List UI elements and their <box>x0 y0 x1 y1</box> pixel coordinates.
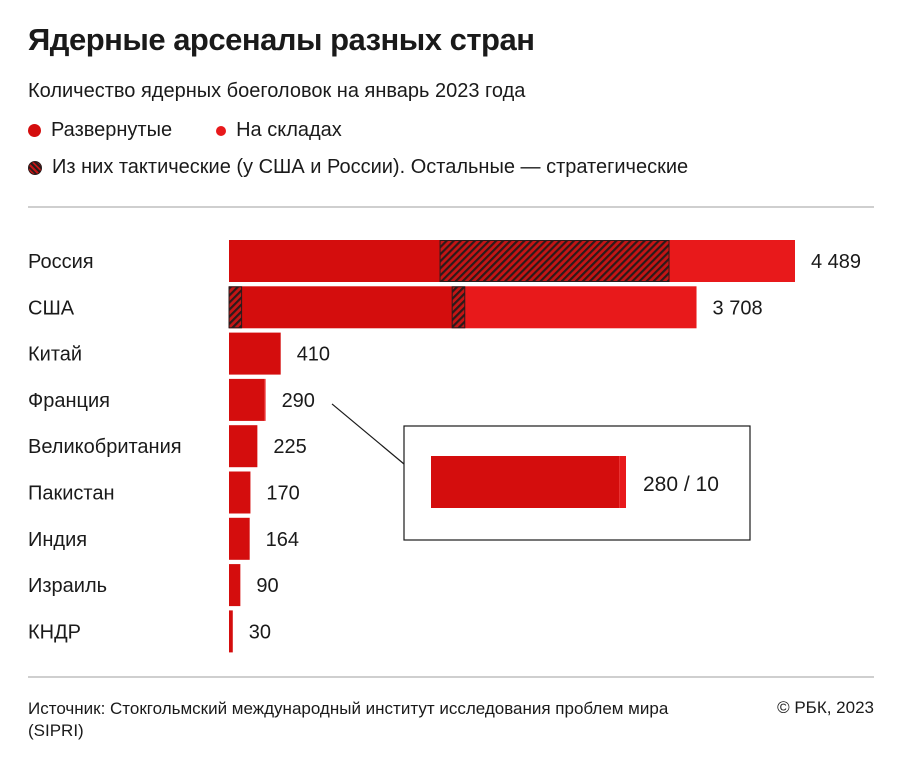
bar-stored-1 <box>452 286 697 329</box>
total-label-1: 3 708 <box>713 297 763 319</box>
legend-tactical: Из них тактические (у США и России). Ост… <box>28 156 688 179</box>
legend-deployed-label: Развернутые <box>51 119 173 141</box>
callout-box <box>403 425 751 541</box>
category-label-0: Россия <box>28 251 94 273</box>
total-label-5: 170 <box>266 483 299 505</box>
legend-tactical-label: Из них тактические (у США и России). Ост… <box>52 156 689 178</box>
category-label-6: Индия <box>28 529 87 551</box>
callout-connector <box>331 403 405 465</box>
bar-tactical-1-1 <box>228 286 243 329</box>
total-label-7: 90 <box>256 575 278 597</box>
total-label-2: 410 <box>297 344 330 366</box>
bar-deployed-2 <box>229 332 281 375</box>
category-label-3: Франция <box>28 390 110 412</box>
category-label-7: Израиль <box>28 575 107 597</box>
total-label-3: 290 <box>282 390 315 412</box>
chart-subtitle: Количество ядерных боеголовок на январь … <box>28 80 526 102</box>
bar-stored-3 <box>264 378 266 421</box>
bar-tactical-1-2 <box>451 286 466 329</box>
legend: Развернутые На складах <box>28 119 342 142</box>
bar-deployed-1 <box>229 286 453 329</box>
bar-deployed-4 <box>229 425 258 468</box>
total-label-8: 30 <box>249 621 271 643</box>
callout-bar-stored <box>619 456 626 508</box>
category-label-1: США <box>28 297 75 319</box>
bar-deployed-7 <box>229 564 241 607</box>
total-label-6: 164 <box>266 529 299 551</box>
total-label-0: 4 489 <box>811 251 861 273</box>
callout-label: 280 / 10 <box>643 473 719 496</box>
legend-stored-swatch <box>216 125 227 136</box>
copyright: © РБК, 2023 <box>777 698 874 717</box>
bottom-divider <box>28 676 874 678</box>
legend-stored-label: На складах <box>236 119 342 141</box>
category-label-8: КНДР <box>28 621 81 643</box>
bar-deployed-5 <box>229 471 251 514</box>
category-label-4: Великобритания <box>28 436 182 458</box>
total-label-4: 225 <box>273 436 306 458</box>
callout-bar-deployed <box>431 456 620 508</box>
chart-title: Ядерные арсеналы разных стран <box>28 22 535 57</box>
category-label-2: Китай <box>28 344 82 366</box>
bar-deployed-6 <box>229 517 250 560</box>
bar-tactical-0-0 <box>439 240 670 282</box>
bar-deployed-3 <box>229 378 265 421</box>
category-label-5: Пакистан <box>28 483 115 505</box>
top-divider <box>28 206 874 208</box>
bar-chart: Россия 4 489 США 3 708 Китай 410 Франция 290 Вел… <box>28 240 861 653</box>
bar-deployed-0 <box>229 240 441 282</box>
legend-tactical-swatch <box>28 160 42 175</box>
bar-deployed-8 <box>229 610 233 653</box>
source-note: Источник: Стокгольмский международный ин… <box>28 699 669 740</box>
legend-deployed-swatch <box>28 124 41 137</box>
